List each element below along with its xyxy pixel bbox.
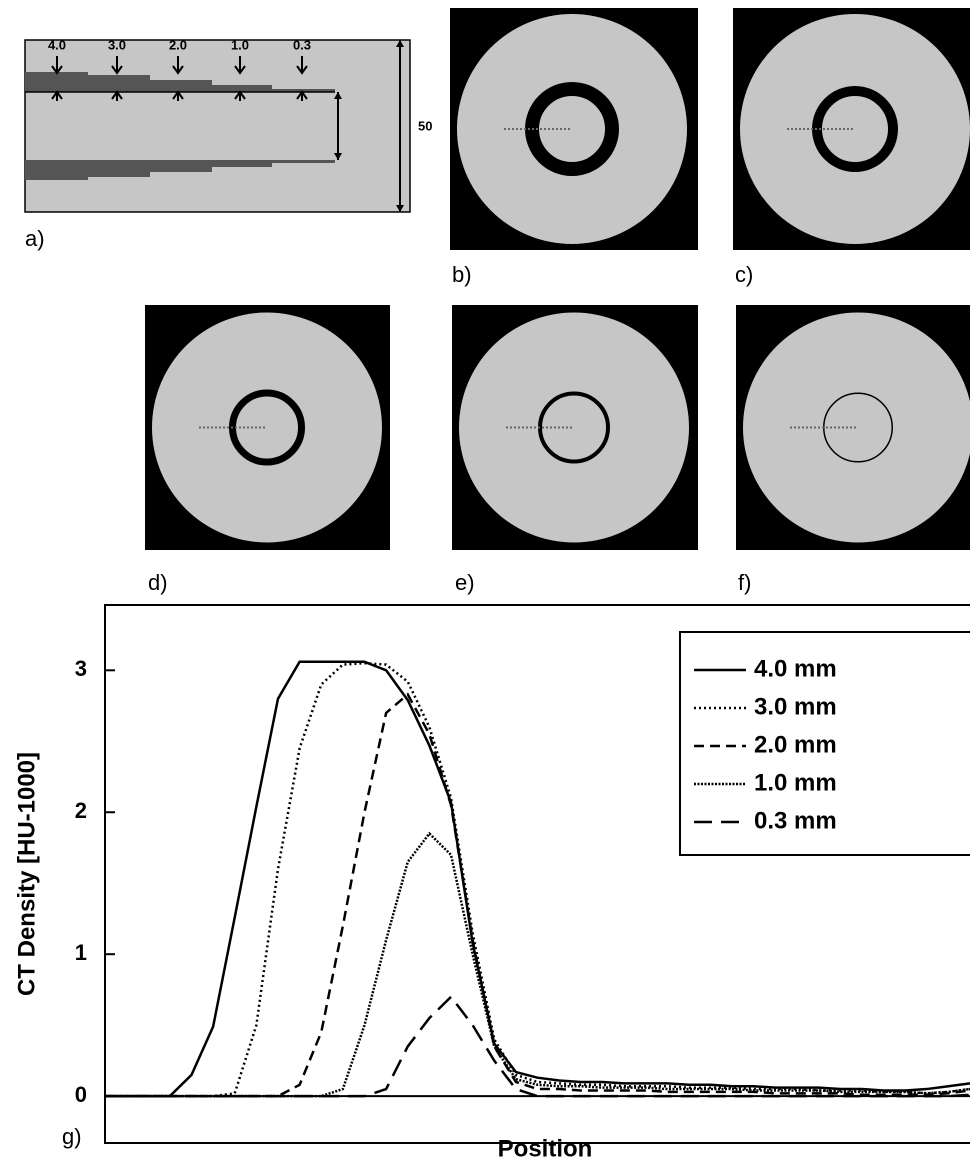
layer — [150, 80, 212, 92]
series-line — [105, 831, 970, 1098]
panel-label: d) — [148, 570, 168, 595]
thickness-label: 4.0 — [48, 37, 66, 52]
phantom-disc — [743, 312, 970, 543]
series-line — [105, 660, 970, 1098]
y-tick-label: 1 — [75, 940, 87, 965]
layer — [272, 160, 335, 163]
panel-label: c) — [735, 262, 753, 287]
arrow — [111, 56, 123, 101]
series-line — [105, 994, 970, 1098]
phantom-disc — [459, 312, 689, 543]
panel-label: g) — [62, 1124, 82, 1149]
gap-arrow — [334, 92, 342, 160]
legend-label: 3.0 mm — [754, 693, 837, 720]
y-tick-label: 0 — [75, 1082, 87, 1107]
panel-label: f) — [738, 570, 751, 595]
panel-label: b) — [452, 262, 472, 287]
layer — [88, 160, 150, 177]
y-axis-label: CT Density [HU-1000] — [13, 752, 40, 996]
layer — [212, 160, 272, 167]
panel-label: a) — [25, 226, 45, 251]
arrow — [296, 56, 308, 101]
arrow — [51, 56, 63, 101]
plot-frame — [104, 604, 970, 1144]
layer — [88, 75, 150, 92]
legend-label: 2.0 mm — [754, 731, 837, 758]
arrow — [234, 56, 246, 101]
phantom-disc — [740, 14, 970, 244]
legend-label: 4.0 mm — [754, 655, 837, 682]
panel-label: e) — [455, 570, 475, 595]
legend-label: 0.3 mm — [754, 807, 837, 834]
layer — [212, 85, 272, 92]
height-label: 50 — [418, 118, 432, 133]
thickness-label: 2.0 — [169, 37, 187, 52]
phantom-disc — [457, 14, 687, 244]
thickness-label: 3.0 — [108, 37, 126, 52]
thickness-label: 0.3 — [293, 37, 311, 52]
y-tick-label: 2 — [75, 798, 87, 823]
layer — [150, 160, 212, 172]
layer — [272, 89, 335, 92]
legend-label: 1.0 mm — [754, 769, 837, 796]
thickness-label: 1.0 — [231, 37, 249, 52]
phantom-disc — [152, 312, 382, 543]
layer — [25, 72, 88, 92]
x-axis-label: Position — [498, 1135, 593, 1162]
phantom — [24, 39, 411, 213]
y-tick-label: 3 — [75, 656, 87, 681]
series-line — [105, 661, 970, 1098]
layer — [25, 160, 88, 180]
arrow — [172, 56, 184, 101]
